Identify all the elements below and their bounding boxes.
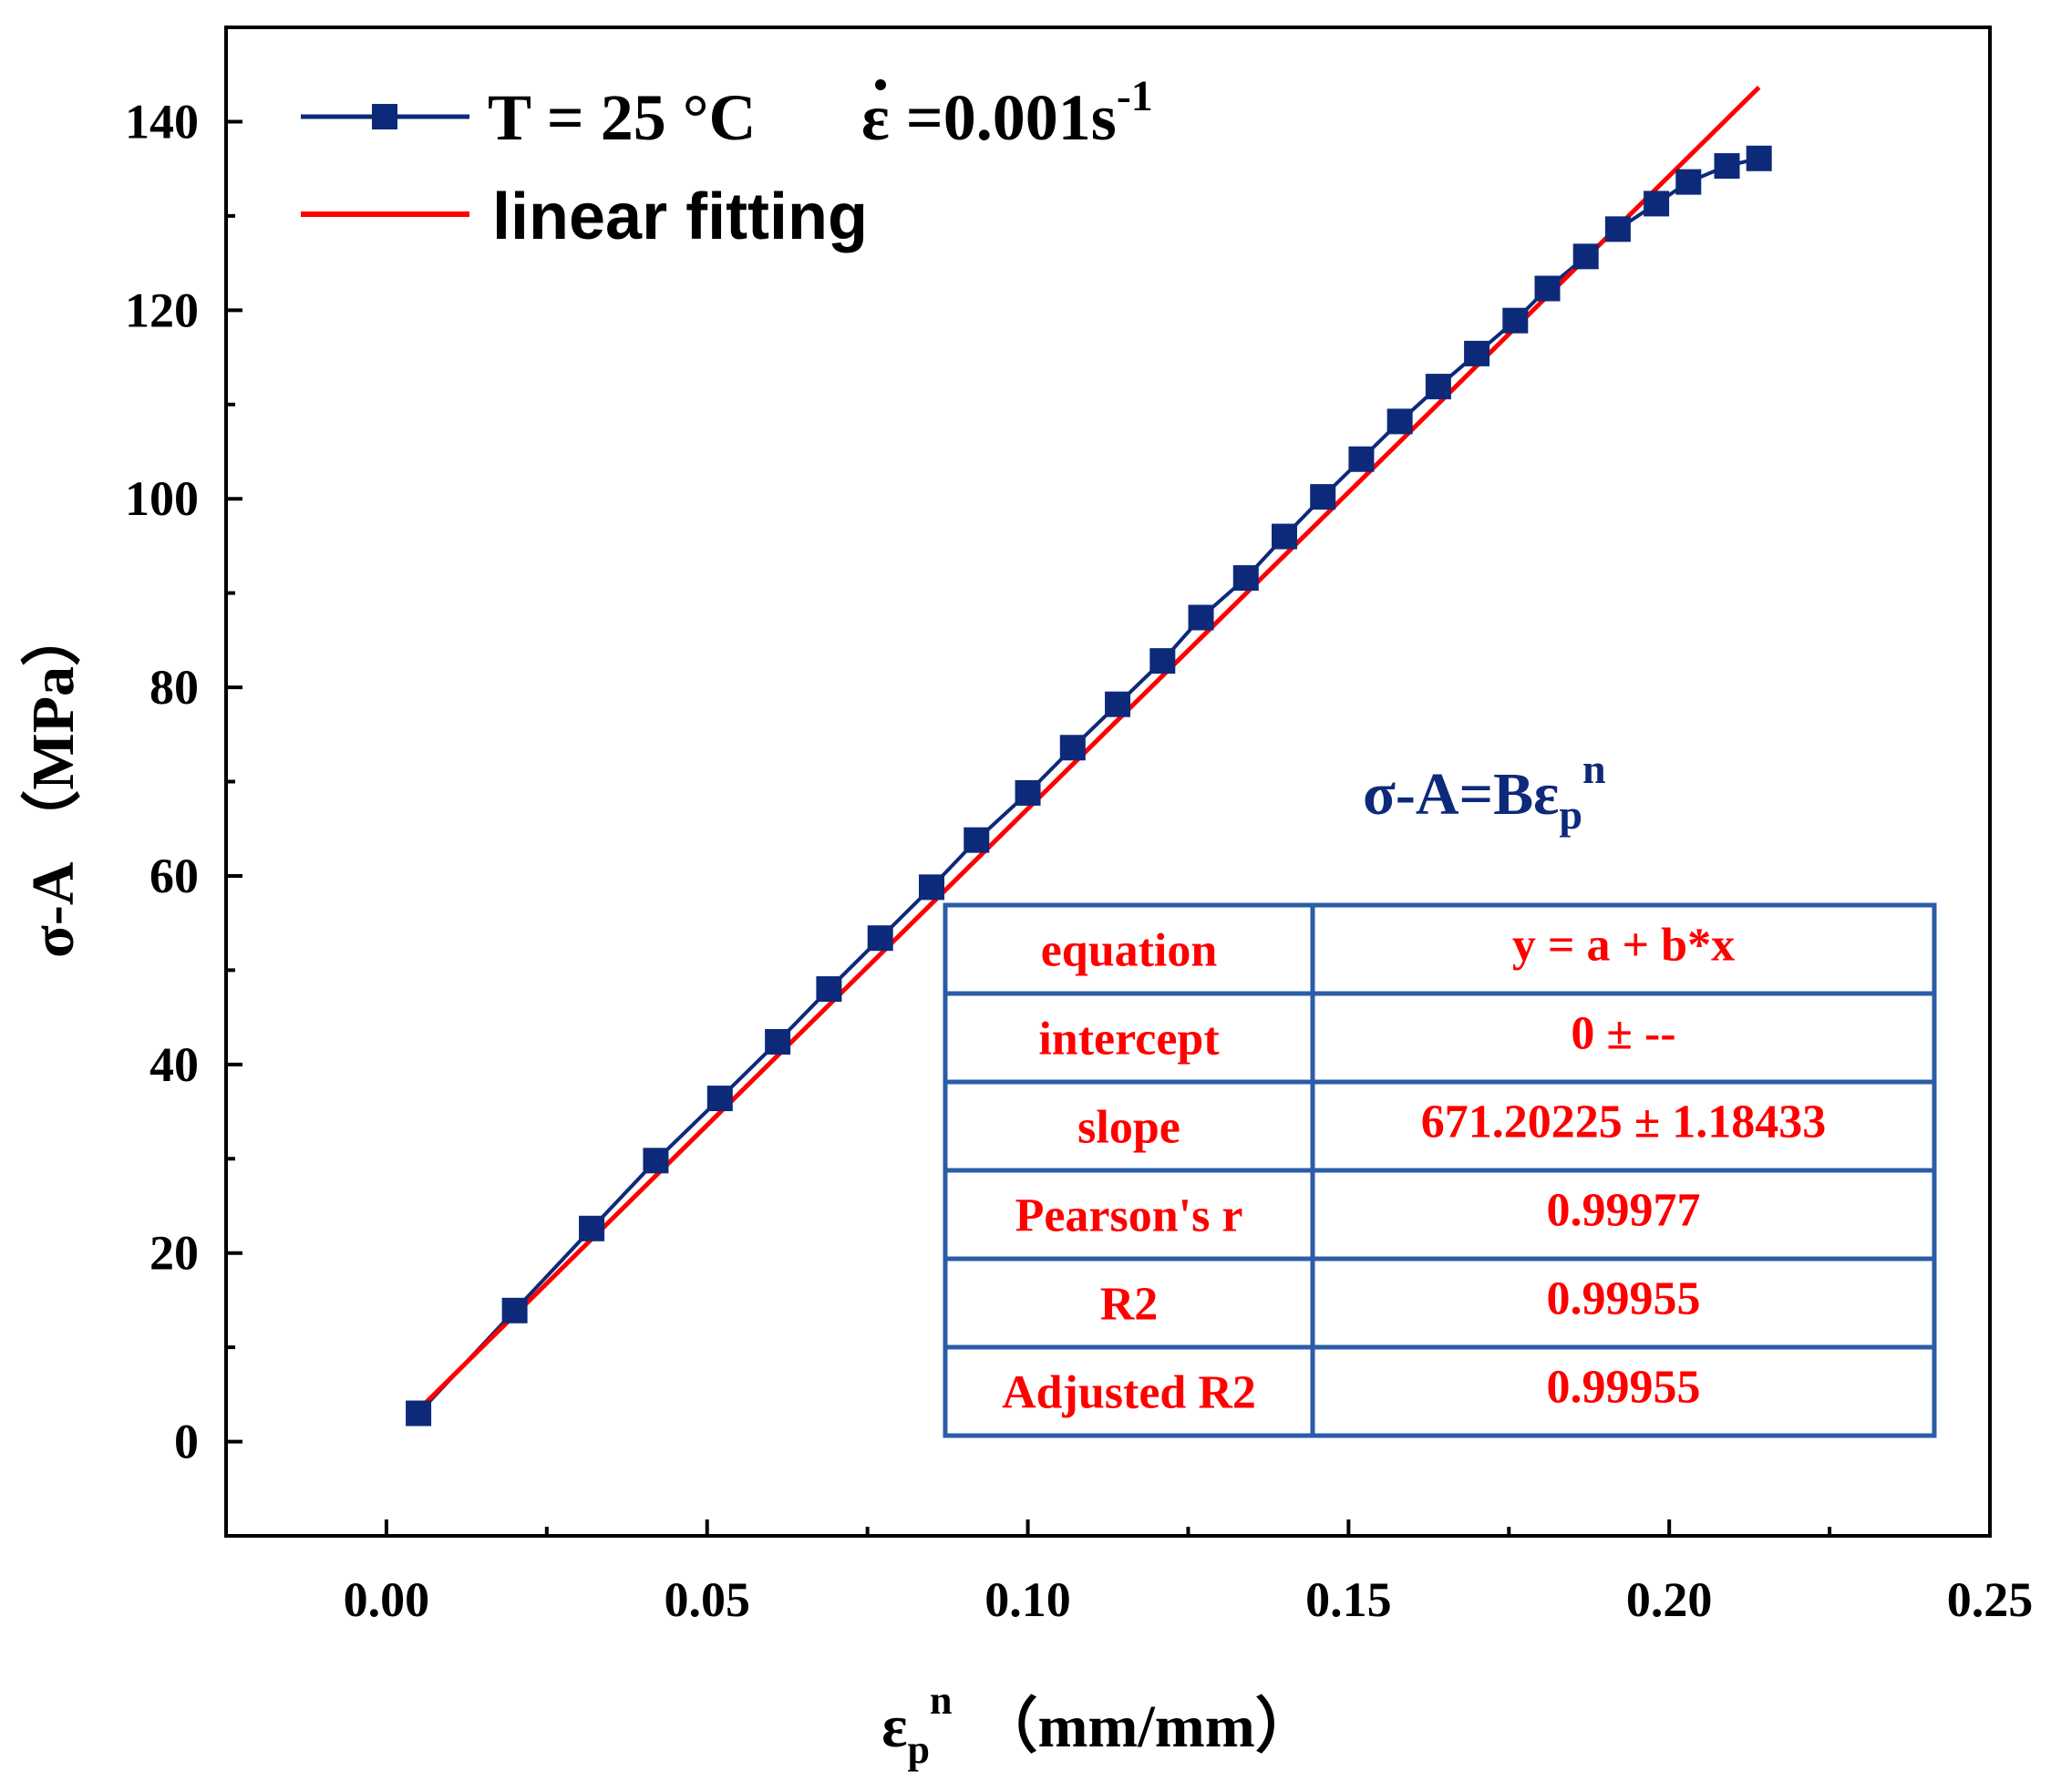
stats-table-label: R2 bbox=[1100, 1279, 1159, 1331]
stats-table-label: Pearson's r bbox=[1015, 1190, 1243, 1242]
formula-base: σ-A=Bε bbox=[1363, 761, 1559, 828]
formula-sub: p bbox=[1559, 791, 1582, 838]
stats-table-label: Adjusted R2 bbox=[1002, 1367, 1256, 1419]
data-point bbox=[1604, 216, 1631, 242]
data-point bbox=[706, 1086, 733, 1112]
data-point bbox=[1644, 191, 1670, 217]
data-point bbox=[1310, 484, 1336, 510]
legend-label-rate: ε =0.001s bbox=[861, 81, 1117, 154]
y-tick-label: 0 bbox=[174, 1415, 199, 1469]
stats-table-value: y = a + b*x bbox=[1512, 920, 1735, 972]
data-point bbox=[1149, 648, 1176, 675]
y-tick-label: 100 bbox=[125, 471, 199, 526]
y-tick-label: 120 bbox=[125, 283, 199, 337]
data-point bbox=[1572, 243, 1599, 270]
x-tick-label: 0.20 bbox=[1626, 1572, 1713, 1627]
legend-marker-data bbox=[372, 104, 397, 129]
x-tick-label: 0.15 bbox=[1305, 1572, 1392, 1627]
data-point bbox=[816, 976, 842, 1003]
x-tick-label: 0.25 bbox=[1947, 1572, 2034, 1627]
series-layer bbox=[406, 86, 1772, 1426]
data-point bbox=[1386, 408, 1413, 435]
stats-table-value: 0.99977 bbox=[1547, 1185, 1701, 1237]
data-point bbox=[1714, 153, 1740, 180]
stats-table-label: slope bbox=[1077, 1102, 1180, 1154]
stats-table-value: 0.99955 bbox=[1547, 1362, 1701, 1414]
linear-fit-line bbox=[417, 86, 1761, 1412]
x-axis-title-sub: p bbox=[907, 1727, 929, 1772]
data-point bbox=[1015, 779, 1041, 806]
x-tick-label: 0.10 bbox=[984, 1572, 1071, 1627]
data-point bbox=[406, 1400, 432, 1426]
y-axis-title: σ-A （MPa） bbox=[19, 606, 87, 958]
legend-label-fit: linear fitting bbox=[492, 180, 868, 253]
data-point bbox=[867, 925, 893, 952]
y-tick-label: 140 bbox=[125, 94, 199, 149]
formula-sup: n bbox=[1582, 746, 1606, 792]
x-axis-title-base: ε bbox=[881, 1694, 907, 1760]
data-point bbox=[1188, 604, 1214, 631]
data-point bbox=[964, 827, 990, 853]
stats-table: equation y = a + b*x intercept 0 ± -- slope 6… bbox=[943, 902, 1937, 1438]
data-point bbox=[643, 1148, 669, 1174]
data-point bbox=[765, 1028, 791, 1055]
data-point bbox=[1232, 565, 1259, 592]
stats-table-value: 0 ± -- bbox=[1571, 1008, 1675, 1060]
y-tick-label: 40 bbox=[149, 1037, 199, 1092]
data-point bbox=[1502, 307, 1529, 334]
data-point bbox=[1348, 446, 1375, 472]
legend-label-data: T = 25 °C ε =0.001s-1 bbox=[488, 72, 1153, 154]
data-point bbox=[919, 874, 944, 901]
data-point bbox=[1272, 523, 1297, 550]
x-axis-title: εpn （mm/mm） bbox=[881, 1678, 1314, 1772]
data-point bbox=[1534, 275, 1561, 302]
data-point bbox=[1059, 735, 1086, 761]
strain-rate-dot bbox=[875, 79, 886, 90]
x-axis-ticks: 0.00 0.05 0.10 0.15 0.20 0.25 bbox=[224, 1519, 2034, 1627]
legend-label-temperature: T = 25 °C bbox=[488, 81, 757, 154]
stats-table-label: intercept bbox=[1038, 1014, 1220, 1066]
data-point bbox=[501, 1297, 528, 1323]
data-point bbox=[1425, 374, 1451, 400]
x-axis-title-unit: （mm/mm） bbox=[977, 1693, 1314, 1760]
data-point bbox=[1105, 691, 1131, 717]
y-axis-ticks: 0 20 40 60 80 100 120 140 bbox=[125, 26, 242, 1538]
stats-table-label: equation bbox=[1041, 925, 1218, 977]
data-point bbox=[1464, 340, 1490, 366]
stats-table-value: 0.99955 bbox=[1547, 1273, 1701, 1325]
legend-label-rate-sup: -1 bbox=[1117, 72, 1153, 120]
y-tick-label: 20 bbox=[149, 1226, 199, 1281]
x-tick-label: 0.05 bbox=[664, 1572, 750, 1627]
stats-table-value: 671.20225 ± 1.18433 bbox=[1421, 1097, 1827, 1148]
legend: T = 25 °C ε =0.001s-1 linear fitting bbox=[301, 72, 1153, 253]
y-tick-label: 60 bbox=[149, 849, 199, 903]
x-axis-title-sup: n bbox=[930, 1678, 952, 1723]
data-point bbox=[1746, 145, 1772, 171]
formula-annotation: σ-A=Bεpn bbox=[1363, 746, 1606, 838]
x-tick-label: 0.00 bbox=[344, 1572, 430, 1627]
data-point bbox=[1675, 169, 1702, 195]
data-point bbox=[579, 1215, 605, 1241]
y-tick-label: 80 bbox=[149, 660, 199, 715]
